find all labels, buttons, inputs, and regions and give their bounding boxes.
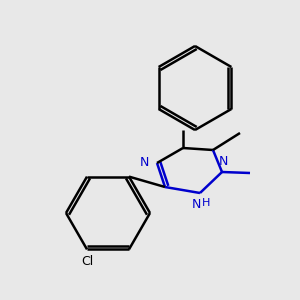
Text: N: N <box>218 155 228 168</box>
Text: N: N <box>191 198 201 211</box>
Text: Cl: Cl <box>81 255 93 268</box>
Text: H: H <box>202 198 210 208</box>
Text: N: N <box>140 157 149 169</box>
